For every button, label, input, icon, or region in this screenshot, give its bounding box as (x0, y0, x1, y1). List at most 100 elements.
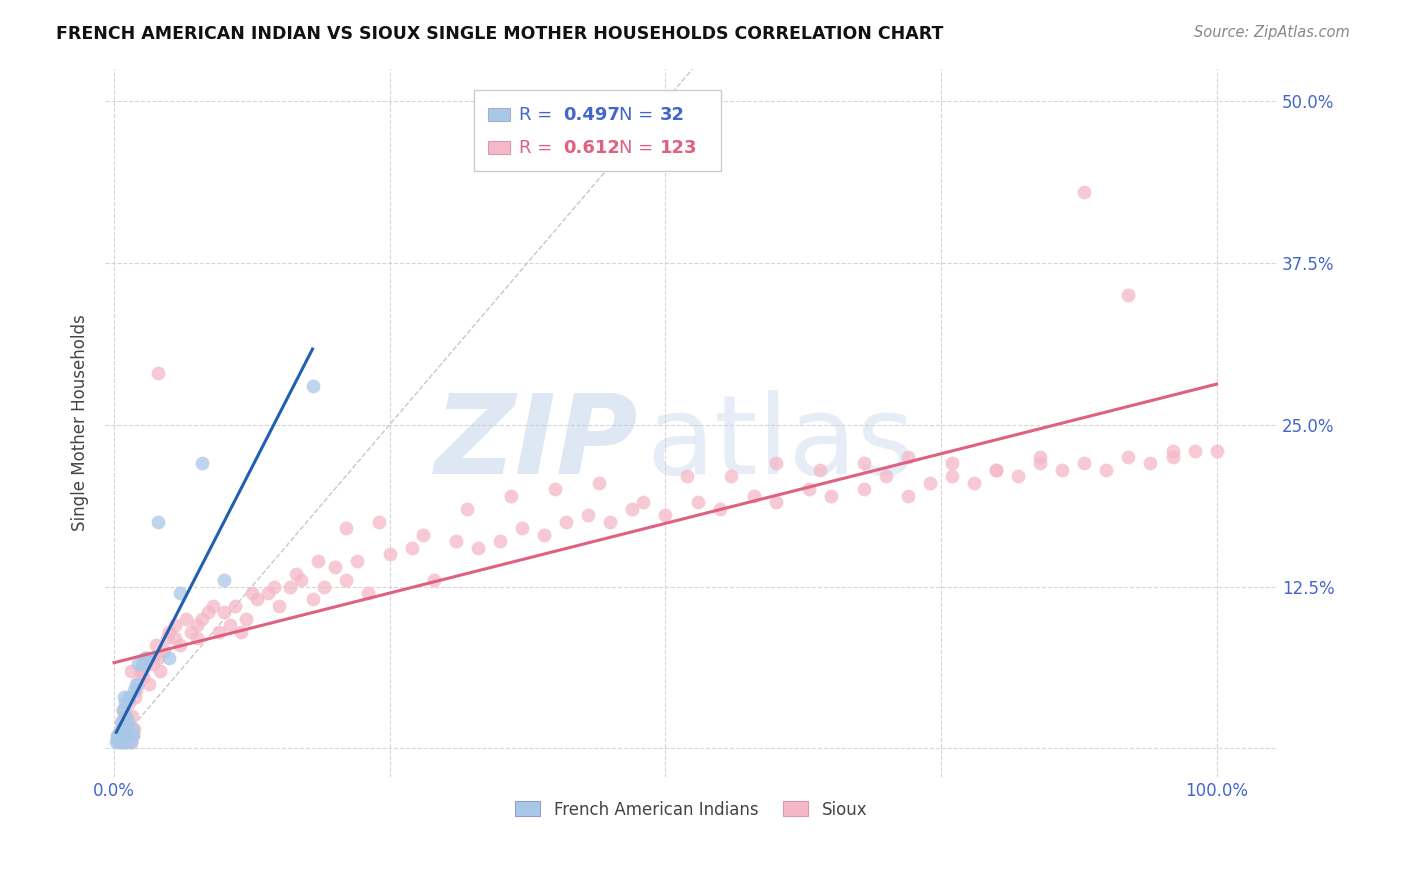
Point (129, 664, 152, 678)
Point (1161, 443, 1184, 458)
Point (118, 696, 141, 710)
Point (229, 624, 252, 639)
Point (152, 644, 174, 658)
Point (122, 722, 145, 736)
Point (197, 606, 219, 620)
Point (138, 676, 160, 690)
Point (114, 696, 136, 710)
Point (180, 624, 202, 639)
Point (633, 495, 655, 509)
Point (117, 715, 139, 730)
Point (121, 722, 143, 736)
FancyBboxPatch shape (488, 108, 509, 121)
Point (240, 586, 263, 600)
Point (110, 722, 132, 736)
Point (110, 715, 132, 730)
Text: 0.497: 0.497 (564, 105, 620, 124)
Point (367, 515, 389, 529)
Point (312, 580, 335, 594)
Text: R =: R = (519, 105, 558, 124)
Point (499, 489, 522, 503)
Point (112, 709, 135, 723)
Point (146, 650, 169, 665)
Point (121, 728, 143, 742)
Point (984, 463, 1007, 477)
Point (346, 553, 368, 567)
Point (654, 508, 676, 523)
Point (146, 515, 169, 529)
Point (852, 483, 875, 497)
Text: 0.612: 0.612 (564, 139, 620, 157)
Point (111, 702, 134, 716)
Point (963, 475, 986, 490)
Point (1139, 457, 1161, 471)
Point (263, 580, 285, 594)
Text: ZIP: ZIP (434, 391, 638, 498)
Point (307, 553, 329, 567)
Point (510, 521, 533, 535)
Point (114, 722, 136, 736)
Point (112, 690, 135, 704)
Text: R =: R = (519, 139, 558, 157)
Point (117, 728, 139, 742)
Point (117, 715, 139, 730)
Point (467, 541, 489, 555)
Text: N =: N = (619, 139, 658, 157)
Point (186, 618, 208, 632)
Text: 32: 32 (659, 105, 685, 124)
Point (125, 676, 148, 690)
Point (335, 521, 357, 535)
Point (941, 469, 963, 483)
Point (676, 469, 699, 483)
Point (136, 650, 159, 665)
Point (134, 650, 156, 665)
Point (202, 599, 225, 613)
Point (1029, 450, 1052, 464)
Point (120, 664, 142, 678)
Point (1095, 463, 1118, 477)
Text: Source: ZipAtlas.com: Source: ZipAtlas.com (1194, 25, 1350, 40)
Point (280, 580, 302, 594)
Point (163, 632, 186, 646)
Text: FRENCH AMERICAN INDIAN VS SIOUX SINGLE MOTHER HOUSEHOLDS CORRELATION CHART: FRENCH AMERICAN INDIAN VS SIOUX SINGLE M… (56, 25, 943, 43)
Point (720, 469, 742, 483)
Text: N =: N = (619, 105, 658, 124)
Point (111, 702, 134, 716)
Point (1161, 450, 1184, 464)
Point (120, 735, 142, 749)
Point (191, 612, 214, 626)
Point (1073, 457, 1095, 471)
Point (115, 735, 138, 749)
Point (169, 638, 191, 652)
Point (1073, 185, 1095, 199)
Point (1205, 443, 1227, 458)
Point (621, 501, 644, 516)
Point (301, 592, 323, 607)
Point (820, 489, 842, 503)
Point (290, 573, 312, 587)
Point (218, 618, 240, 632)
Point (444, 534, 467, 549)
Point (401, 541, 423, 555)
Point (808, 463, 831, 477)
Point (108, 731, 131, 745)
Point (412, 527, 434, 541)
Point (131, 657, 153, 672)
Point (852, 457, 875, 471)
Point (284, 566, 307, 581)
Text: atlas: atlas (647, 391, 915, 498)
Point (111, 715, 134, 730)
Point (533, 527, 555, 541)
FancyBboxPatch shape (474, 90, 720, 171)
Point (588, 475, 610, 490)
Point (208, 624, 231, 639)
Point (224, 599, 246, 613)
Point (709, 501, 731, 516)
Point (423, 573, 446, 587)
Point (1184, 443, 1206, 458)
Point (174, 612, 197, 626)
Point (356, 586, 378, 600)
Point (555, 515, 578, 529)
Point (124, 690, 146, 704)
Point (146, 366, 169, 380)
